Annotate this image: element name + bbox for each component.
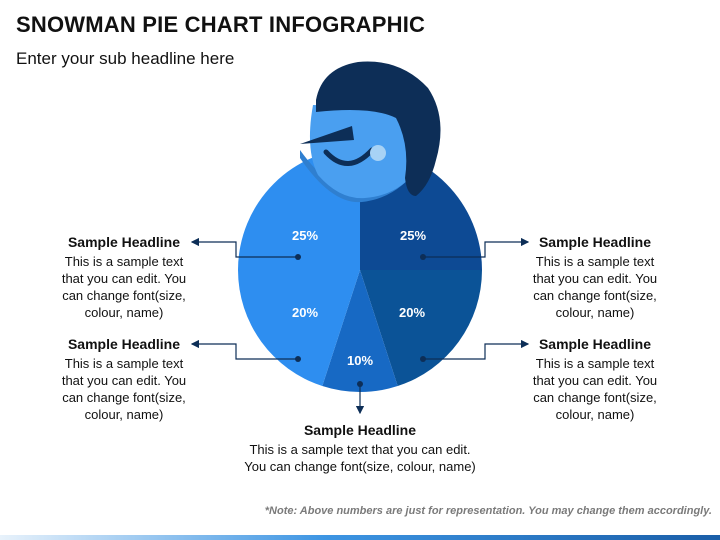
connector-dot — [295, 356, 301, 362]
snowman-head — [300, 61, 441, 203]
callout-headline: Sample Headline — [538, 336, 652, 352]
connector-dot — [357, 381, 363, 387]
mouth-icon — [323, 147, 375, 166]
nose-icon — [300, 126, 354, 144]
callout-text: This is a sample text that you can edit.… — [532, 254, 658, 320]
connector-bottom-left — [190, 339, 298, 360]
connector-bottom-right — [423, 339, 530, 360]
callout-text: This is a sample text that you can edit.… — [532, 356, 658, 422]
slice-label: 10% — [347, 353, 373, 368]
callout-headline: Sample Headline — [67, 336, 181, 352]
connector-top-left — [190, 237, 298, 258]
slice-label: 25% — [292, 228, 318, 243]
connector-dot — [420, 254, 426, 260]
pie-slice — [360, 270, 482, 387]
snowman-face — [309, 105, 421, 199]
callout-text: This is a sample text that you can edit.… — [61, 254, 187, 320]
connectors — [190, 237, 530, 415]
callout-headline: Sample Headline — [303, 422, 417, 438]
connector-dot — [420, 356, 426, 362]
slice-label: 20% — [399, 305, 425, 320]
connector-dot — [295, 254, 301, 260]
footer-bar — [0, 535, 720, 540]
cheek-icon — [370, 145, 386, 161]
footnote: *Note: Above numbers are just for repres… — [264, 505, 712, 517]
slice-label: 20% — [292, 305, 318, 320]
pie-slice — [322, 270, 398, 393]
slice-label: 25% — [400, 228, 426, 243]
callout-bottom-left: Sample Headline This is a sample text th… — [58, 335, 190, 423]
callout-bottom-right: Sample Headline This is a sample text th… — [528, 335, 662, 423]
pie-slice — [238, 270, 360, 387]
callout-headline: Sample Headline — [538, 234, 652, 250]
connector-top-right — [423, 237, 530, 258]
callout-top-left: Sample Headline This is a sample text th… — [58, 233, 190, 321]
callout-bottom: Sample Headline This is a sample text th… — [230, 421, 490, 475]
callout-top-right: Sample Headline This is a sample text th… — [528, 233, 662, 321]
callout-text: This is a sample text that you can edit.… — [244, 442, 476, 474]
hat-icon — [316, 61, 441, 196]
callout-headline: Sample Headline — [67, 234, 181, 250]
page-title: SNOWMAN PIE CHART INFOGRAPHIC — [16, 12, 426, 37]
callout-text: This is a sample text that you can edit.… — [61, 356, 187, 422]
page-subtitle: Enter your sub headline here — [16, 49, 235, 68]
slice-labels: 25% 25% 20% 10% 20% — [292, 228, 426, 368]
